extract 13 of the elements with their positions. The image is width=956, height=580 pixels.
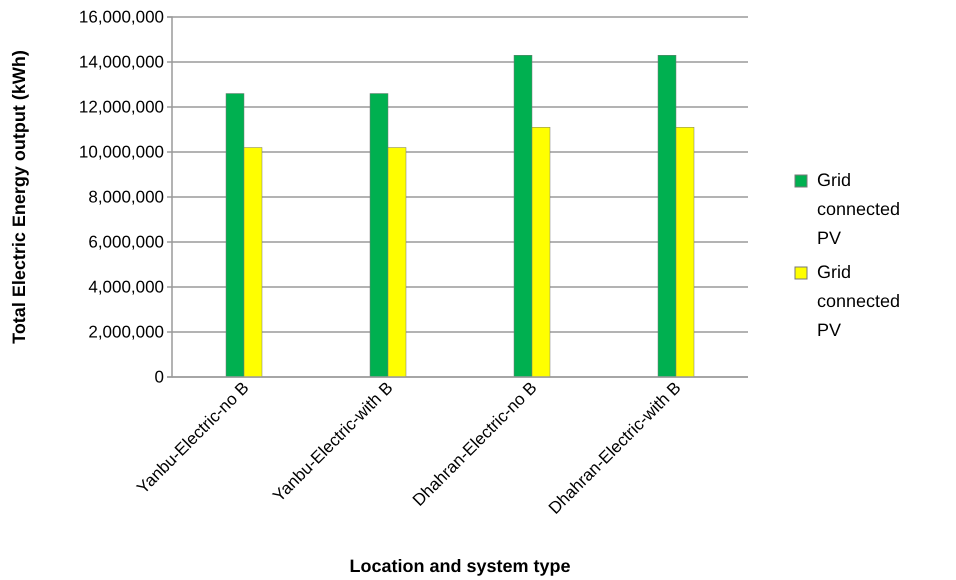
y-axis-title: Total Electric Energy output (kWh) (9, 50, 29, 344)
y-tick-label: 8,000,000 (88, 187, 164, 206)
y-tick-label: 14,000,000 (78, 52, 164, 72)
legend-label: Grid connected PV (817, 262, 900, 340)
y-tick-label: 12,000,000 (78, 97, 164, 116)
x-axis-title: Location and system type (349, 556, 571, 576)
y-tick-label: 10,000,000 (78, 142, 164, 162)
y-tick-label: 4,000,000 (88, 277, 164, 296)
y-tick-label: 2,000,000 (88, 322, 164, 342)
y-tick-label: 0 (154, 367, 164, 386)
legend-label: Grid connected PV (817, 170, 900, 248)
y-tick-label: 16,000,000 (78, 7, 164, 26)
y-tick-label: 6,000,000 (88, 232, 164, 252)
